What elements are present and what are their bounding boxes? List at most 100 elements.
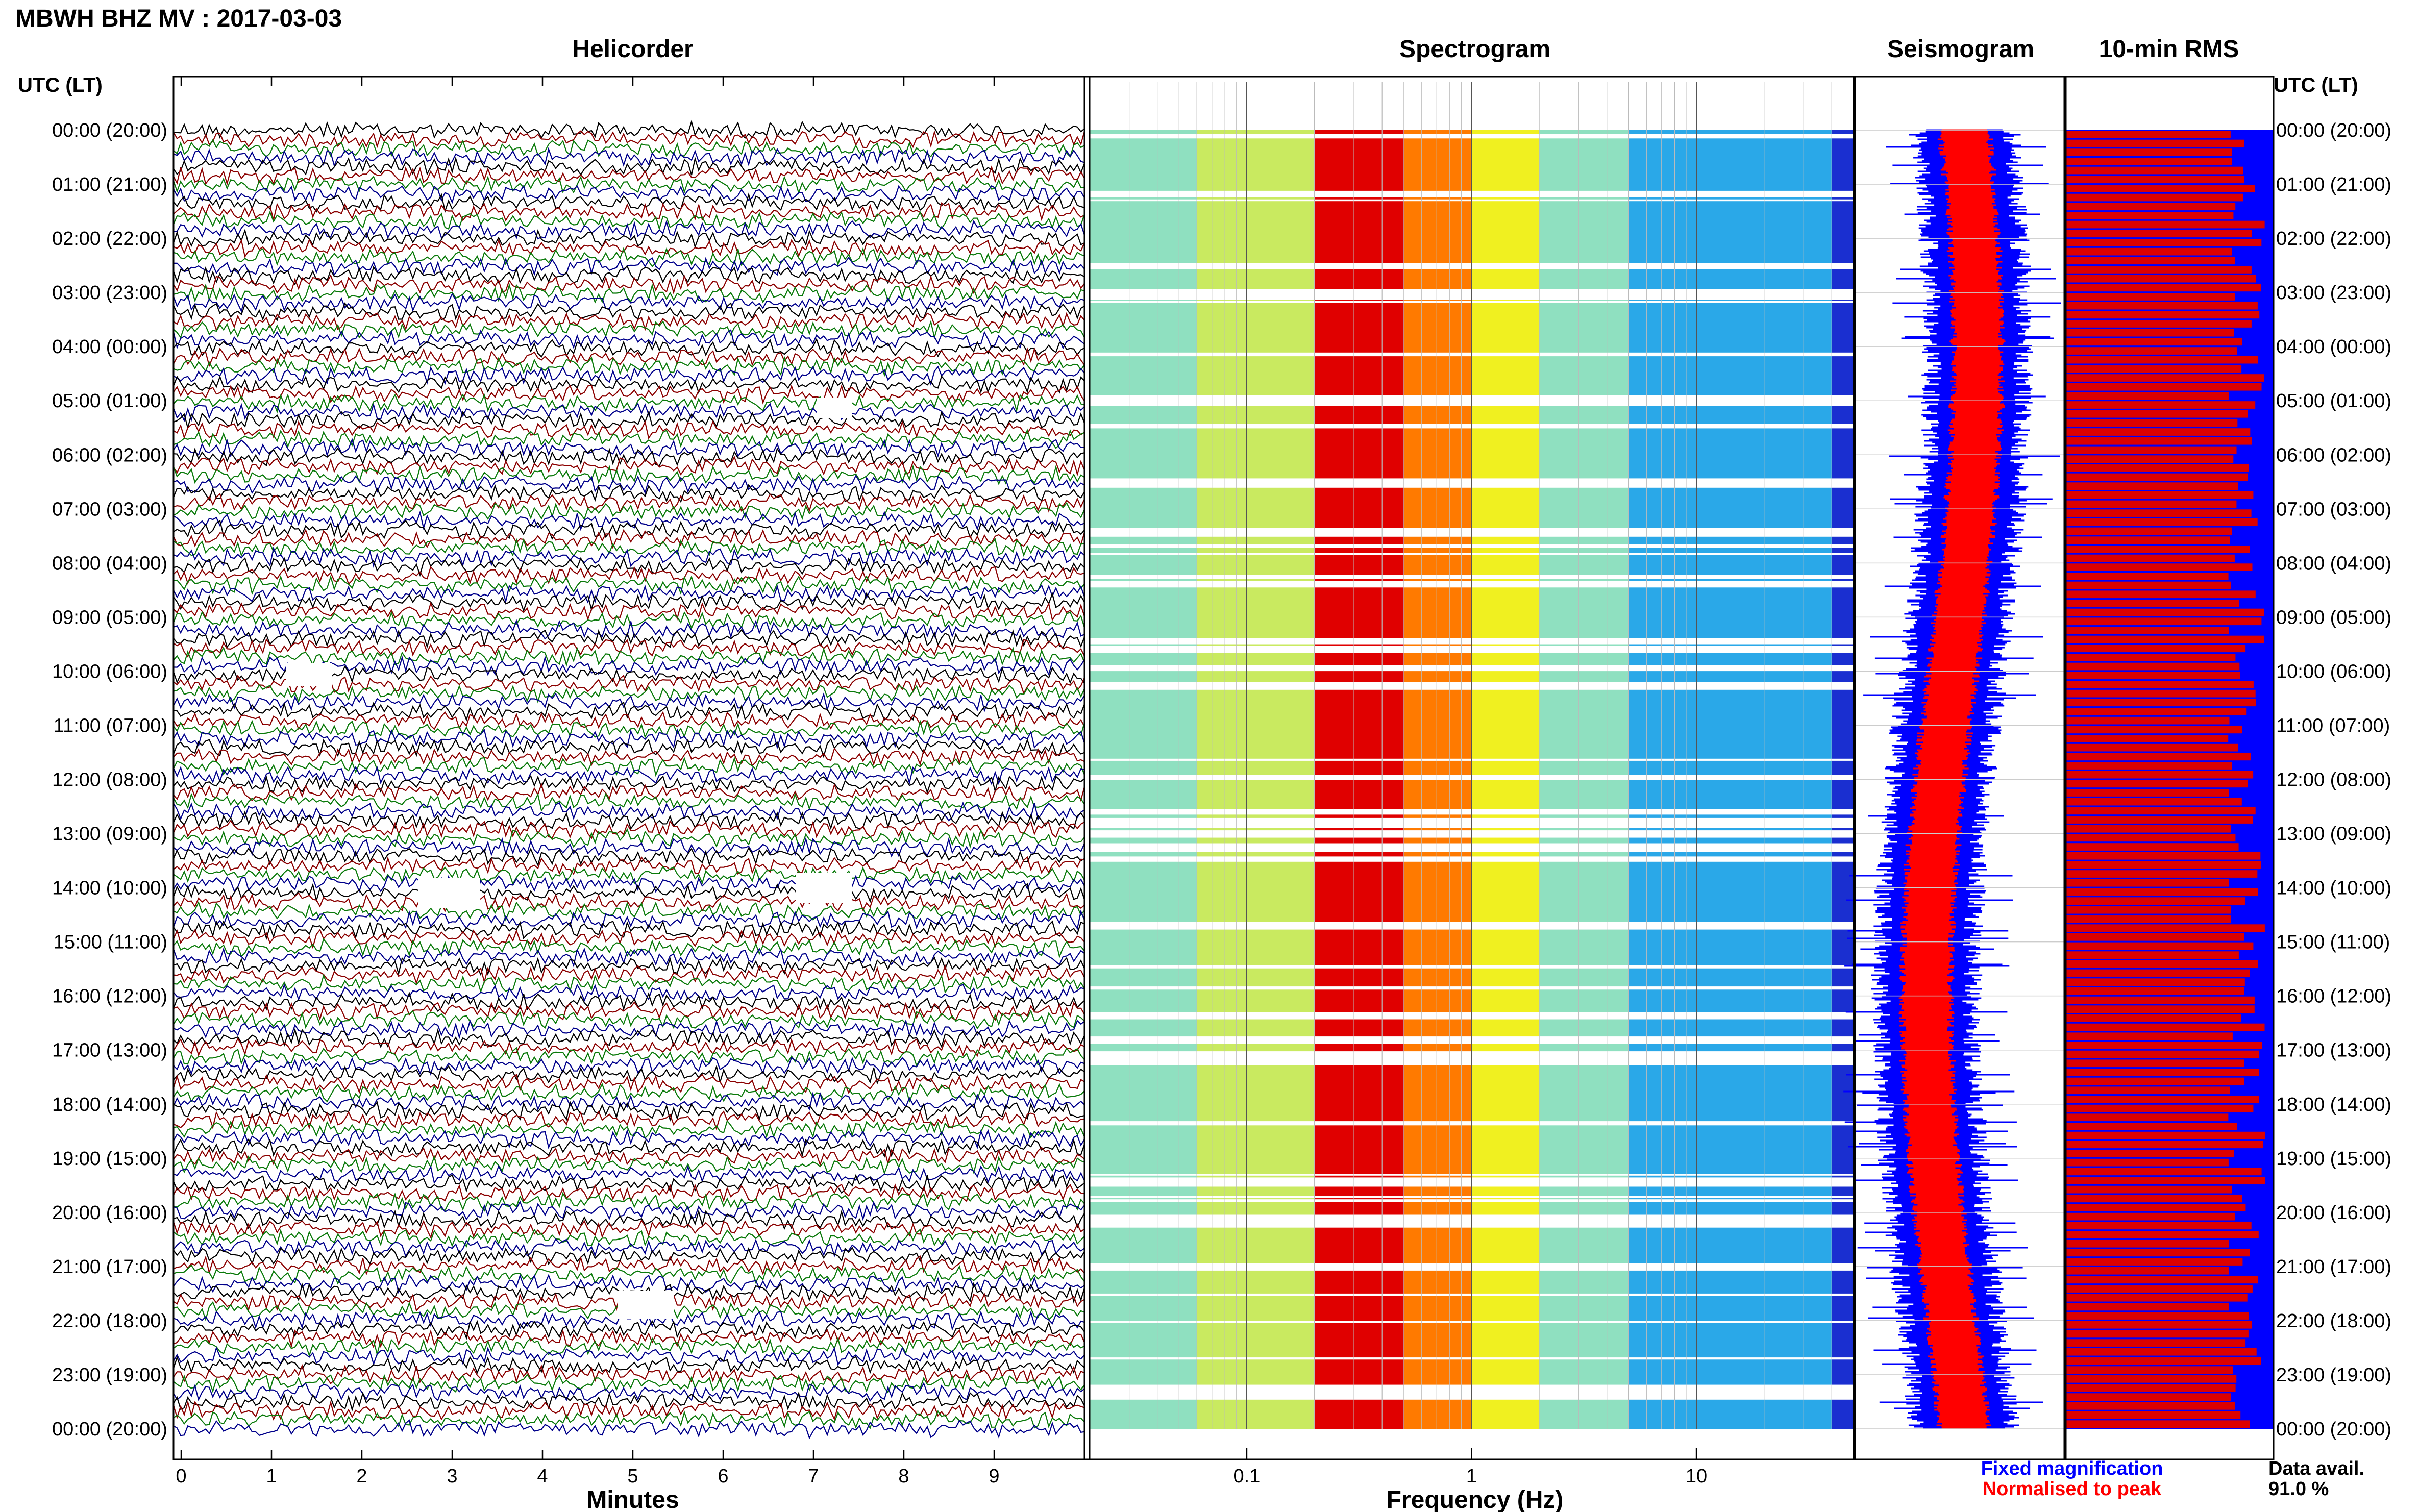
helicorder-trace — [172, 1410, 1085, 1429]
time-label-left: 14:00 (10:00) — [52, 878, 167, 899]
rms-background — [2066, 130, 2274, 1429]
helicorder-trace — [172, 956, 1085, 976]
helicorder-trace — [172, 219, 1085, 240]
helicorder-trace — [172, 901, 1085, 922]
time-label-left: 03:00 (23:00) — [52, 282, 167, 304]
rms-bar — [2066, 1185, 2232, 1194]
rms-bar — [2066, 1393, 2231, 1401]
helicorder-trace — [172, 575, 1085, 596]
helicorder-trace — [172, 402, 1085, 423]
rms-bar — [2066, 1366, 2233, 1374]
time-label-left: 22:00 (18:00) — [52, 1310, 167, 1332]
minute-tick-label: 3 — [447, 1466, 457, 1487]
rms-bar — [2066, 176, 2244, 184]
helicorder-panel — [172, 119, 1085, 1440]
helicorder-trace — [172, 782, 1085, 803]
rms-bar — [2066, 437, 2252, 445]
helicorder-trace — [172, 1110, 1085, 1131]
rms-bar — [2066, 329, 2234, 337]
helicorder-trace — [172, 229, 1085, 249]
helicorder-trace — [172, 1274, 1085, 1294]
helicorder-trace — [172, 637, 1085, 658]
rms-bar — [2066, 662, 2240, 671]
helicorder-trace — [172, 1047, 1085, 1068]
spectrogram-xlabel: Frequency (Hz) — [1387, 1486, 1564, 1512]
helicorder-trace — [172, 529, 1085, 549]
rms-bar — [2066, 1384, 2236, 1392]
helicorder-trace — [172, 611, 1085, 630]
rms-bar — [2066, 915, 2231, 923]
rms-bar — [2066, 870, 2258, 878]
helicorder-trace — [172, 810, 1085, 830]
helicorder-trace — [172, 1336, 1085, 1357]
helicorder-trace — [172, 719, 1085, 739]
rms-bar — [2066, 689, 2256, 698]
rms-bar — [2066, 1195, 2242, 1203]
helicorder-trace — [172, 1200, 1085, 1221]
rms-bar — [2066, 1077, 2244, 1085]
minute-tick-label: 0 — [176, 1466, 186, 1487]
helicorder-trace — [172, 519, 1085, 540]
helicorder-trace — [172, 1037, 1085, 1057]
rms-bar — [2066, 1150, 2234, 1157]
helicorder-trace — [172, 692, 1085, 713]
helicorder-trace — [172, 329, 1085, 350]
time-label-right: 16:00 (12:00) — [2276, 986, 2391, 1007]
time-axis-labels: 00:00 (20:00) 00:00 (20:00) 01:00 (21:00) 0… — [52, 120, 2391, 1440]
helicorder-trace — [172, 484, 1085, 503]
rms-bar — [2066, 473, 2248, 481]
rms-bar — [2066, 563, 2253, 571]
helicorder-trace — [172, 420, 1085, 440]
rms-bar — [2066, 131, 2231, 138]
time-label-right: 14:00 (10:00) — [2276, 878, 2391, 899]
rms-bar — [2066, 203, 2236, 211]
helicorder-trace — [172, 983, 1085, 1002]
helicorder-trace — [172, 828, 1085, 849]
rms-bar — [2066, 401, 2256, 409]
rms-bar — [2066, 347, 2237, 355]
rms-bar — [2066, 1141, 2263, 1149]
spectrogram-panel — [1089, 82, 1854, 1429]
time-label-right: 15:00 (11:00) — [2276, 932, 2390, 953]
minute-tick-label: 2 — [356, 1466, 367, 1487]
helicorder-trace — [172, 311, 1085, 332]
time-label-left: 19:00 (15:00) — [52, 1148, 167, 1170]
rms-bar — [2066, 1249, 2250, 1257]
helicorder-trace — [172, 1074, 1085, 1094]
rms-bar — [2066, 1267, 2229, 1275]
time-label-right: 18:00 (14:00) — [2276, 1094, 2391, 1116]
rms-bar — [2066, 1348, 2257, 1356]
helicorder-trace — [172, 1419, 1085, 1440]
outer-frame — [172, 76, 2275, 1460]
helicorder-trace — [172, 1382, 1085, 1402]
minute-tick-label: 8 — [898, 1466, 909, 1487]
helicorder-trace — [172, 464, 1085, 485]
helicorder-trace — [172, 1164, 1085, 1184]
helicorder-gap — [286, 663, 332, 686]
time-label-left: 23:00 (19:00) — [52, 1365, 167, 1386]
rms-bar — [2066, 861, 2261, 869]
helicorder-trace — [172, 1373, 1085, 1394]
helicorder-trace — [172, 138, 1085, 158]
rms-bar — [2066, 608, 2264, 616]
rms-bar — [2066, 1222, 2252, 1230]
time-label-left: 13:00 (09:00) — [52, 824, 167, 845]
time-label-right: 09:00 (05:00) — [2276, 607, 2391, 628]
rms-bar — [2066, 302, 2258, 310]
helicorder-trace — [172, 202, 1085, 222]
time-label-left: 11:00 (07:00) — [54, 715, 167, 736]
rms-bar — [2066, 581, 2231, 589]
rms-bar — [2066, 708, 2247, 715]
time-label-right: 17:00 (13:00) — [2276, 1040, 2391, 1061]
rms-bar — [2066, 1104, 2254, 1112]
helicorder-trace — [172, 1138, 1085, 1158]
rms-bar — [2066, 212, 2234, 219]
rms-panel — [2066, 130, 2274, 1429]
rms-bar — [2066, 942, 2254, 950]
helicorder-trace — [172, 375, 1085, 394]
time-header-right: UTC (LT) — [2274, 74, 2358, 96]
helicorder-gap — [418, 878, 480, 908]
rms-bar — [2066, 906, 2231, 914]
rms-bar — [2066, 753, 2251, 761]
rms-bar — [2066, 365, 2242, 373]
